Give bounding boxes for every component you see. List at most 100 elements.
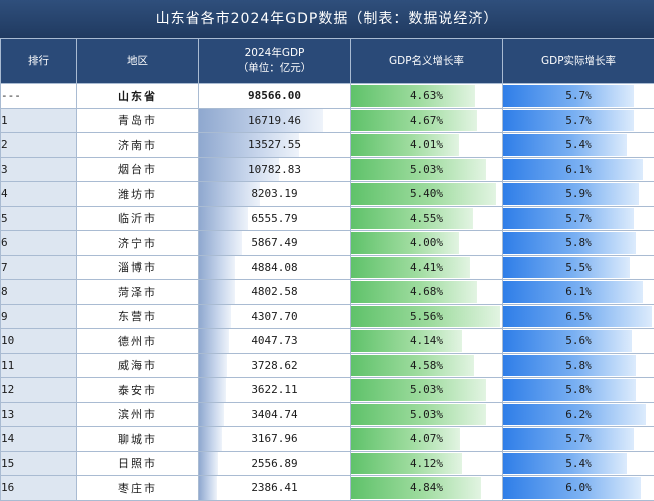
real-growth-cell-value: 6.1% bbox=[503, 163, 654, 176]
nominal-growth-cell-value: 5.03% bbox=[351, 163, 502, 176]
gdp-cell: 2556.89 bbox=[199, 451, 351, 476]
gdp-cell: 4047.73 bbox=[199, 329, 351, 354]
nominal-growth-cell: 4.41% bbox=[351, 255, 503, 280]
real-growth-cell-value: 6.5% bbox=[503, 310, 654, 323]
real-growth-cell-value: 6.0% bbox=[503, 481, 654, 494]
real-growth-cell: 5.4% bbox=[503, 133, 654, 158]
header-row: 排行 地区 2024年GDP （单位：亿元） GDP名义增长率 GDP实际增长率 bbox=[1, 39, 654, 84]
gdp-cell-value: 13527.55 bbox=[199, 138, 350, 151]
nominal-growth-cell-value: 5.40% bbox=[351, 187, 502, 200]
nominal-growth-cell-value: 4.12% bbox=[351, 457, 502, 470]
nominal-growth-cell-value: 5.56% bbox=[351, 310, 502, 323]
nominal-growth-cell-value: 4.67% bbox=[351, 114, 502, 127]
header-gdp-unit: （单位：亿元） bbox=[238, 62, 312, 74]
gdp-cell-value: 2386.41 bbox=[199, 481, 350, 494]
region-cell: 滨州市 bbox=[77, 402, 199, 427]
gdp-cell-value: 8203.19 bbox=[199, 187, 350, 200]
real-growth-cell-value: 5.5% bbox=[503, 261, 654, 274]
rank-cell: 16 bbox=[1, 476, 77, 501]
real-growth-cell-value: 5.7% bbox=[503, 89, 654, 102]
gdp-cell: 16719.46 bbox=[199, 108, 351, 133]
real-growth-cell: 5.6% bbox=[503, 329, 654, 354]
region-cell: 潍坊市 bbox=[77, 182, 199, 207]
real-growth-cell-value: 5.7% bbox=[503, 114, 654, 127]
header-region: 地区 bbox=[77, 39, 199, 84]
rank-cell: --- bbox=[1, 84, 77, 109]
nominal-growth-cell-value: 4.68% bbox=[351, 285, 502, 298]
nominal-growth-cell: 5.03% bbox=[351, 378, 503, 403]
nominal-growth-cell: 5.03% bbox=[351, 402, 503, 427]
rank-cell: 12 bbox=[1, 378, 77, 403]
real-growth-cell: 5.8% bbox=[503, 378, 654, 403]
rank-cell: 4 bbox=[1, 182, 77, 207]
nominal-growth-cell-value: 5.03% bbox=[351, 383, 502, 396]
real-growth-cell: 5.7% bbox=[503, 206, 654, 231]
gdp-cell: 4307.70 bbox=[199, 304, 351, 329]
region-cell: 淄博市 bbox=[77, 255, 199, 280]
rank-cell: 14 bbox=[1, 427, 77, 452]
nominal-growth-cell: 4.68% bbox=[351, 280, 503, 305]
real-growth-cell: 6.0% bbox=[503, 476, 654, 501]
region-cell: 日照市 bbox=[77, 451, 199, 476]
table-header: 排行 地区 2024年GDP （单位：亿元） GDP名义增长率 GDP实际增长率 bbox=[1, 39, 654, 84]
page-title: 山东省各市2024年GDP数据（制表：数据说经济） bbox=[0, 0, 654, 38]
nominal-growth-cell: 4.01% bbox=[351, 133, 503, 158]
rank-cell: 10 bbox=[1, 329, 77, 354]
rank-cell: 6 bbox=[1, 231, 77, 256]
gdp-cell-value: 4307.70 bbox=[199, 310, 350, 323]
gdp-cell-value: 3404.74 bbox=[199, 408, 350, 421]
region-cell: 德州市 bbox=[77, 329, 199, 354]
nominal-growth-cell: 4.84% bbox=[351, 476, 503, 501]
gdp-cell: 3404.74 bbox=[199, 402, 351, 427]
gdp-cell: 3167.96 bbox=[199, 427, 351, 452]
real-growth-cell: 5.7% bbox=[503, 108, 654, 133]
nominal-growth-cell: 4.63% bbox=[351, 84, 503, 109]
nominal-growth-cell-value: 4.14% bbox=[351, 334, 502, 347]
gdp-cell-value: 6555.79 bbox=[199, 212, 350, 225]
nominal-growth-cell: 4.58% bbox=[351, 353, 503, 378]
nominal-growth-cell-value: 4.01% bbox=[351, 138, 502, 151]
region-cell: 泰安市 bbox=[77, 378, 199, 403]
header-gdp: 2024年GDP （单位：亿元） bbox=[199, 39, 351, 84]
gdp-cell: 6555.79 bbox=[199, 206, 351, 231]
gdp-cell: 3622.11 bbox=[199, 378, 351, 403]
real-growth-cell-value: 5.4% bbox=[503, 138, 654, 151]
gdp-cell-value: 10782.83 bbox=[199, 163, 350, 176]
gdp-cell: 98566.00 bbox=[199, 84, 351, 109]
real-growth-cell-value: 5.8% bbox=[503, 236, 654, 249]
nominal-growth-cell-value: 4.41% bbox=[351, 261, 502, 274]
nominal-growth-cell: 4.12% bbox=[351, 451, 503, 476]
gdp-cell-value: 3167.96 bbox=[199, 432, 350, 445]
nominal-growth-cell: 4.67% bbox=[351, 108, 503, 133]
nominal-growth-cell-value: 4.55% bbox=[351, 212, 502, 225]
real-growth-cell-value: 5.9% bbox=[503, 187, 654, 200]
real-growth-cell: 5.7% bbox=[503, 84, 654, 109]
real-growth-cell-value: 5.4% bbox=[503, 457, 654, 470]
gdp-cell: 5867.49 bbox=[199, 231, 351, 256]
region-cell: 济宁市 bbox=[77, 231, 199, 256]
nominal-growth-cell-value: 4.07% bbox=[351, 432, 502, 445]
header-nominal-growth: GDP名义增长率 bbox=[351, 39, 503, 84]
real-growth-cell-value: 5.7% bbox=[503, 432, 654, 445]
gdp-cell: 10782.83 bbox=[199, 157, 351, 182]
region-cell: 济南市 bbox=[77, 133, 199, 158]
real-growth-cell: 5.7% bbox=[503, 427, 654, 452]
gdp-cell: 4802.58 bbox=[199, 280, 351, 305]
nominal-growth-cell-value: 4.84% bbox=[351, 481, 502, 494]
region-cell: 东营市 bbox=[77, 304, 199, 329]
nominal-growth-cell: 4.07% bbox=[351, 427, 503, 452]
nominal-growth-cell-value: 4.58% bbox=[351, 359, 502, 372]
region-cell: 聊城市 bbox=[77, 427, 199, 452]
gdp-cell: 13527.55 bbox=[199, 133, 351, 158]
rank-cell: 15 bbox=[1, 451, 77, 476]
real-growth-cell-value: 6.1% bbox=[503, 285, 654, 298]
